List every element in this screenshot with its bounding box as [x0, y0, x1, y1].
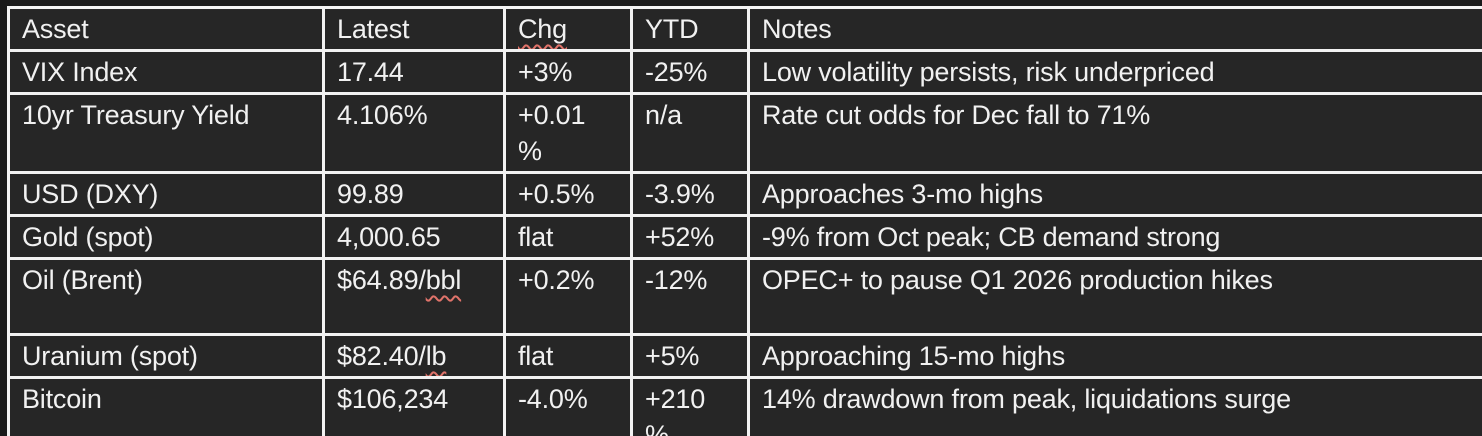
- cell-notes[interactable]: Approaching 15-mo highs: [747, 333, 1482, 379]
- cell-ytd[interactable]: -12%: [630, 257, 750, 336]
- cell-ytd[interactable]: n/a: [630, 92, 750, 174]
- cell-chg[interactable]: +0.01 %: [503, 92, 633, 174]
- table-row: USD (DXY) 99.89 +0.5% -3.9% Approaches 3-mo …: [7, 171, 1482, 217]
- cell-ytd[interactable]: -3.9%: [630, 171, 750, 217]
- cell-asset[interactable]: Bitcoin: [7, 376, 325, 436]
- table-row: 10yr Treasury Yield 4.106% +0.01 % n/a Rate …: [7, 92, 1482, 174]
- cell-asset[interactable]: Gold (spot): [7, 214, 325, 260]
- market-assets-table: Asset Latest Chg YTD Notes VIX Index 17.44 +3%…: [7, 6, 1482, 436]
- table-header: Asset Latest Chg YTD Notes: [7, 6, 1482, 52]
- header-ytd[interactable]: YTD: [630, 6, 750, 52]
- cell-notes[interactable]: 14% drawdown from peak, liquidations sur…: [747, 376, 1482, 436]
- table-body: VIX Index 17.44 +3% -25% Low volatility pers…: [7, 49, 1482, 436]
- cell-latest[interactable]: $106,234: [322, 376, 506, 436]
- cell-latest[interactable]: 4.106%: [322, 92, 506, 174]
- header-row: Asset Latest Chg YTD Notes: [7, 6, 1482, 52]
- table-row: Bitcoin $106,234 -4.0% +210 % 14% drawdown f…: [7, 376, 1482, 436]
- table-row: Gold (spot) 4,000.65 flat +52% -9% from Oct …: [7, 214, 1482, 260]
- cell-latest[interactable]: $82.40/lb: [322, 333, 506, 379]
- header-chg[interactable]: Chg: [503, 6, 633, 52]
- header-latest[interactable]: Latest: [322, 6, 506, 52]
- cell-asset[interactable]: VIX Index: [7, 49, 325, 95]
- cell-chg[interactable]: flat: [503, 333, 633, 379]
- cell-notes[interactable]: OPEC+ to pause Q1 2026 production hikes: [747, 257, 1482, 336]
- cell-ytd[interactable]: +210 %: [630, 376, 750, 436]
- cell-chg[interactable]: flat: [503, 214, 633, 260]
- cell-chg[interactable]: +0.5%: [503, 171, 633, 217]
- spellcheck-squiggle: bbl: [425, 265, 462, 295]
- table-row: Uranium (spot) $82.40/lb flat +5% Approachin…: [7, 333, 1482, 379]
- cell-asset[interactable]: 10yr Treasury Yield: [7, 92, 325, 174]
- cell-asset[interactable]: Oil (Brent): [7, 257, 325, 336]
- cell-latest[interactable]: $64.89/bbl: [322, 257, 506, 336]
- cell-asset[interactable]: Uranium (spot): [7, 333, 325, 379]
- cell-notes[interactable]: Approaches 3-mo highs: [747, 171, 1482, 217]
- cell-ytd[interactable]: +5%: [630, 333, 750, 379]
- table-row: VIX Index 17.44 +3% -25% Low volatility pers…: [7, 49, 1482, 95]
- cell-chg[interactable]: -4.0%: [503, 376, 633, 436]
- table-row: Oil (Brent) $64.89/bbl +0.2% -12% OPEC+ to p…: [7, 257, 1482, 336]
- cell-ytd[interactable]: +52%: [630, 214, 750, 260]
- cell-notes[interactable]: -9% from Oct peak; CB demand strong: [747, 214, 1482, 260]
- header-asset[interactable]: Asset: [7, 6, 325, 52]
- cell-latest[interactable]: 4,000.65: [322, 214, 506, 260]
- header-notes[interactable]: Notes: [747, 6, 1482, 52]
- cell-latest[interactable]: 99.89: [322, 171, 506, 217]
- cell-latest[interactable]: 17.44: [322, 49, 506, 95]
- cell-notes[interactable]: Low volatility persists, risk underprice…: [747, 49, 1482, 95]
- cell-chg[interactable]: +0.2%: [503, 257, 633, 336]
- cell-chg[interactable]: +3%: [503, 49, 633, 95]
- spellcheck-squiggle: Chg: [518, 14, 567, 44]
- cell-asset[interactable]: USD (DXY): [7, 171, 325, 217]
- cell-ytd[interactable]: -25%: [630, 49, 750, 95]
- cell-notes[interactable]: Rate cut odds for Dec fall to 71%: [747, 92, 1482, 174]
- spellcheck-squiggle: lb: [425, 341, 447, 371]
